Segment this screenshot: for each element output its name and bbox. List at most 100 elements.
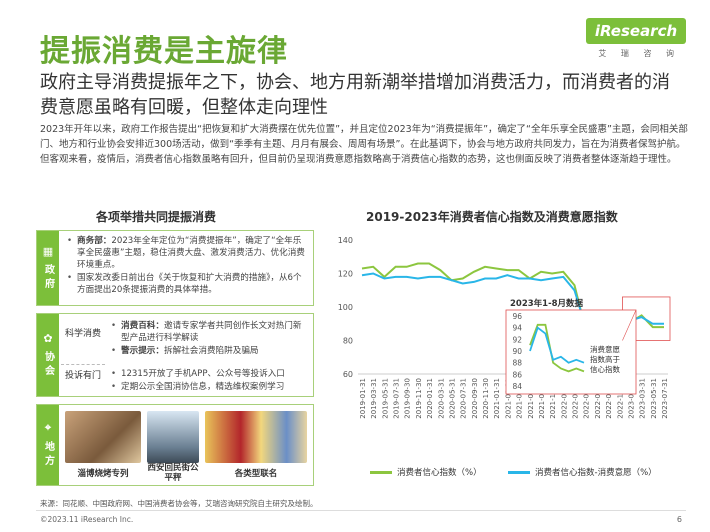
assoc-row: ✿ 协会 科学消费 投诉有门 消费百科：邀请专家学者共同创作长文对热门新型产品进…	[36, 313, 314, 397]
gov-bullets: 商务部：2023年全年定位为“消费提振年”，确定了“全年乐享全民盛惠”主题，稳住…	[67, 235, 307, 297]
x-tick-label-21: 2022-07-31	[594, 378, 602, 419]
assoc-divider	[61, 364, 105, 365]
assoc-sub1-bullets: 消费百科：邀请专家学者共同创作长文对热门新型产品进行科学解读 警示提示：拆解社会…	[111, 320, 307, 358]
assoc-bullet-4-text: 定期公示全国消协信息，精选维权案例学习	[121, 382, 285, 392]
x-tick-label-14: 2021-05-31	[516, 378, 524, 419]
gov-label-bar: ▦ 政府	[37, 231, 59, 305]
intro-paragraph: 2023年开年以来，政府工作报告提出“把恢复和扩大消费摆在优先位置”，并且定位2…	[40, 124, 688, 165]
x-tick-label-11: 2020-11-30	[482, 378, 490, 419]
x-tick-label-16: 2021-09-30	[538, 378, 546, 419]
x-tick-label-24: 2023-01-31	[627, 378, 635, 419]
iresearch-logo: iResearch 艾 瑞 咨 询	[576, 18, 686, 62]
local-label-bar: ⌖ 地方	[37, 405, 59, 485]
x-tick-label-20: 2022-05-31	[583, 378, 591, 419]
logo-brand: iResearch	[586, 18, 686, 44]
inset-annotation-line-2: 信心指数	[590, 364, 620, 374]
gov-label: 政府	[42, 263, 54, 292]
caption-xian: 西安回民街公平秤	[147, 463, 199, 483]
assoc-bullet-2-bold: 警示提示：	[121, 346, 164, 356]
zibo-train-photo	[65, 411, 141, 463]
footer-divider	[36, 510, 686, 511]
legend-label-confidence: 消费者信心指数（%）	[397, 468, 482, 478]
inset-series-willingness	[529, 326, 585, 364]
x-tick-label-3: 2019-07-31	[393, 378, 401, 419]
x-tick-label-10: 2020-09-30	[471, 378, 479, 419]
xian-scale-photo	[147, 411, 199, 463]
legend-label-willingness: 消费者信心指数-消费意愿（%）	[535, 468, 657, 478]
x-tick-label-22: 2022-09-30	[605, 378, 613, 419]
legend-swatch-willingness	[508, 470, 530, 474]
inset-title: 2023年1-8月数据	[510, 298, 584, 309]
inset-series-confidence	[529, 323, 585, 373]
y-tick-label-140: 140	[338, 236, 353, 245]
y-tick-label-100: 100	[338, 303, 353, 312]
caption-cobrand: 各类型联名	[234, 469, 278, 479]
gov-bullet-1-bold: 商务部：	[77, 236, 112, 246]
local-row: ⌖ 地方 淄博烧烤专列 西安回民街公平秤 各类型联名	[36, 404, 314, 486]
assoc-label-bar: ✿ 协会	[37, 314, 59, 396]
x-tick-label-23: 2022-11-30	[616, 378, 624, 419]
x-tick-label-7: 2020-03-31	[437, 378, 445, 419]
assoc-bullet-3-text: 12315开放了手机APP、公众号等投诉入口	[121, 369, 285, 379]
source-note: 来源：同花顺、中国政府网、中国消费者协会等，艾瑞咨询研究院自主研究及绘制。	[40, 499, 318, 508]
x-tick-label-8: 2020-05-31	[448, 378, 456, 419]
assoc-label: 协会	[42, 350, 54, 379]
x-tick-label-26: 2023-05-31	[650, 378, 658, 419]
gov-row: ▦ 政府 商务部：2023年全年定位为“消费提振年”，确定了“全年乐享全民盛惠”…	[36, 230, 314, 306]
assoc-bullet-2: 警示提示：拆解社会消费陷阱及骗局	[111, 345, 307, 357]
local-label: 地方	[42, 441, 54, 469]
x-tick-label-18: 2022-01-31	[560, 378, 568, 419]
legend-confidence: 消费者信心指数（%）	[370, 466, 482, 478]
y-tick-label-60: 60	[343, 370, 353, 379]
inset-y-tick-90: 90	[512, 347, 522, 356]
left-section-title: 各项举措共同提振消费	[96, 210, 217, 224]
x-tick-label-5: 2019-11-30	[415, 378, 423, 419]
logo-cn: 艾 瑞 咨 询	[598, 49, 680, 58]
x-tick-label-27: 2023-07-31	[661, 378, 669, 419]
x-tick-label-6: 2020-01-31	[426, 378, 434, 419]
gov-bullet-2: 国家发改委日前出台《关于恢复和扩大消费的措施》，从6个方面提出20条提振消费的具…	[67, 272, 307, 296]
x-tick-label-12: 2021-01-31	[493, 378, 501, 419]
assoc-bullet-2-text: 拆解社会消费陷阱及骗局	[163, 346, 259, 356]
inset-y-tick-94: 94	[512, 324, 522, 333]
x-tick-label-19: 2022-03-31	[572, 378, 580, 419]
legend-willingness: 消费者信心指数-消费意愿（%）	[508, 466, 657, 478]
inset-annotation-line-1: 指数高于	[590, 354, 620, 364]
page-title: 提振消费是主旋律	[40, 34, 288, 69]
assoc-bullet-4: 定期公示全国消协信息，精选维权案例学习	[111, 381, 307, 393]
gov-bullet-1-text: 2023年全年定位为“消费提振年”，确定了“全年乐享全民盛惠”主题，稳住消费大盘…	[77, 236, 305, 270]
assoc-bullet-3: 12315开放了手机APP、公众号等投诉入口	[111, 368, 307, 380]
inset-y-tick-88: 88	[512, 359, 522, 368]
y-tick-label-120: 120	[338, 270, 353, 279]
assoc-bullet-1: 消费百科：邀请专家学者共同创作长文对热门新型产品进行科学解读	[111, 320, 307, 344]
inset-annotation-line-0: 消费意愿	[590, 344, 620, 354]
gov-bullet-1: 商务部：2023年全年定位为“消费提振年”，确定了“全年乐享全民盛惠”主题，稳住…	[67, 235, 307, 271]
inset-connector	[622, 309, 637, 341]
assoc-sub1-label: 科学消费	[64, 329, 101, 339]
consumer-index-chart: 60 80 100 120 140 2019-01-31 2019-03-31 2019-05…	[338, 236, 671, 419]
inset-y-tick-92: 92	[512, 335, 522, 344]
x-tick-label-0: 2019-01-31	[359, 378, 367, 419]
x-tick-label-1: 2019-03-31	[370, 378, 378, 419]
copyright: ©2023.11 iResearch Inc.	[40, 515, 134, 524]
x-tick-label-25: 2023-03-31	[639, 378, 647, 419]
chart-title: 2019-2023年消费者信心指数及消费意愿指数	[366, 210, 618, 224]
x-tick-label-17: 2021-11-30	[549, 378, 557, 419]
x-tick-label-13: 2021-03-31	[504, 378, 512, 419]
assoc-bullet-1-text: 邀请专家学者共同创作长文对热门新型产品进行科学解读	[121, 321, 302, 343]
x-tick-label-2: 2019-05-31	[381, 378, 389, 419]
inset-y-tick-96: 96	[512, 312, 522, 321]
inset-box	[505, 309, 637, 395]
legend-swatch-confidence	[370, 470, 392, 474]
inset-y-tick-86: 86	[512, 370, 522, 379]
assoc-sub2-label: 投诉有门	[64, 371, 101, 381]
org-icon: ▦	[42, 244, 54, 258]
headline: 政府主导消费提振年之下，协会、地方用新潮举措增加消费活力，而消费者的消费意愿虽略…	[40, 72, 670, 118]
co-brand-photo	[205, 411, 307, 463]
assoc-bullet-1-bold: 消费百科：	[121, 321, 164, 331]
assoc-sub2-bullets: 12315开放了手机APP、公众号等投诉入口 定期公示全国消协信息，精选维权案例…	[111, 368, 307, 394]
map-pin-icon: ⌖	[44, 421, 52, 434]
gov-bullet-2-text: 国家发改委日前出台《关于恢复和扩大消费的措施》，从6个方面提出20条提振消费的具…	[77, 273, 302, 295]
x-tick-label-4: 2019-09-30	[404, 378, 412, 419]
network-icon: ✿	[43, 331, 53, 345]
